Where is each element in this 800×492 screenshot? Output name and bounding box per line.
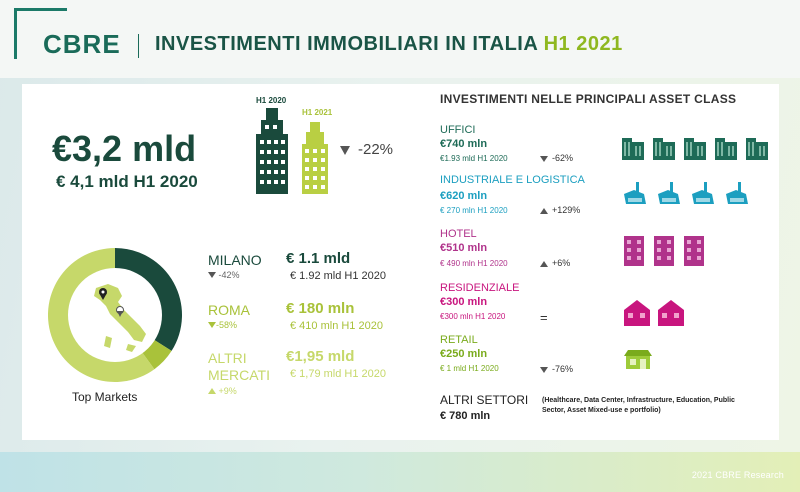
up-arrow-icon [208, 388, 216, 394]
asset-altri-name: ALTRI SETTORI [440, 393, 529, 407]
asset-residenziale-value: €300 mln [440, 296, 488, 308]
building-label-2021: H1 2021 [302, 108, 333, 117]
milano-pin-icon [99, 288, 107, 300]
asset-retail-change: -76% [540, 364, 573, 374]
city-roma-change: -58% [208, 320, 237, 330]
top-markets-donut [48, 248, 182, 382]
shop-icon [624, 350, 652, 369]
city-roma-previous: € 410 mln H1 2020 [290, 320, 383, 332]
down-arrow-icon [208, 322, 216, 328]
asset-uffici-previous: €1.93 mld H1 2020 [440, 154, 508, 163]
city-roma-change-value: -58% [216, 320, 238, 330]
city-milano-previous: € 1.92 mld H1 2020 [290, 270, 387, 282]
city-milano-change: -42% [208, 270, 240, 280]
city-altri-change-value: +9% [218, 386, 237, 396]
building-label-2020: H1 2020 [256, 96, 287, 105]
page-title-main: INVESTIMENTI IMMOBILIARI IN ITALIA [155, 33, 538, 55]
asset-uffici-value: €740 mln [440, 138, 488, 150]
asset-industriale-previous: € 270 mln H1 2020 [440, 206, 508, 215]
top-markets-caption: Top Markets [72, 390, 138, 404]
up-arrow-icon [540, 207, 548, 214]
asset-class-title: INVESTIMENTI NELLE PRINCIPALI ASSET CLAS… [440, 92, 737, 106]
asset-hotel-change-value: +6% [552, 258, 571, 268]
asset-residenziale-name: RESIDENZIALE [440, 282, 520, 294]
down-arrow-icon [208, 272, 216, 278]
asset-residenziale-previous: €300 mln H1 2020 [440, 312, 506, 321]
down-arrow-icon [340, 145, 350, 155]
page-title: INVESTIMENTI IMMOBILIARI IN ITALIA H1 20… [155, 33, 623, 56]
cbre-logo: CBRE [43, 29, 121, 59]
page-title-accent: H1 2021 [543, 33, 623, 55]
previous-investment: € 4,1 mld H1 2020 [56, 172, 198, 191]
asset-hotel-previous: € 490 mln H1 2020 [440, 259, 508, 268]
up-arrow-icon [540, 260, 548, 267]
header-divider [138, 34, 139, 58]
asset-hotel-name: HOTEL [440, 228, 477, 240]
city-altri-previous: € 1,79 mld H1 2020 [290, 368, 387, 380]
italy-map-icon [94, 284, 146, 352]
office-buildings-icon [622, 138, 768, 160]
footer-band [0, 452, 800, 492]
header: CBRE INVESTIMENTI IMMOBILIARI IN ITALIA … [0, 0, 800, 78]
down-arrow-icon [540, 155, 548, 162]
asset-uffici-name: UFFICI [440, 124, 476, 136]
city-milano-change-value: -42% [218, 270, 240, 280]
roma-pin-icon [116, 306, 124, 317]
tower-2021-icon [302, 122, 328, 194]
asset-retail-change-value: -76% [552, 364, 574, 374]
asset-retail-previous: € 1 mld H1 2020 [440, 364, 499, 373]
footer-credit: 2021 CBRE Research [691, 470, 784, 480]
warehouse-icons [624, 182, 748, 204]
asset-retail-value: €250 mln [440, 348, 488, 360]
house-icons [624, 300, 684, 326]
city-milano: MILANO [208, 252, 262, 268]
asset-industriale-value: €620 mln [440, 190, 488, 202]
total-change-value: -22% [358, 141, 394, 158]
asset-hotel-value: €510 mln [440, 242, 488, 254]
asset-altri-note: (Healthcare, Data Center, Infrastructure… [542, 397, 735, 414]
asset-industriale-name: INDUSTRIALE E LOGISTICA [440, 174, 585, 186]
city-roma: ROMA [208, 302, 250, 318]
asset-altri-value: € 780 mln [440, 410, 491, 422]
city-altri-line2: MERCATI [208, 367, 270, 383]
asset-uffici-change-value: -62% [552, 153, 574, 163]
asset-hotel-change: +6% [540, 258, 570, 268]
city-altri-line1: ALTRI [208, 350, 247, 366]
asset-uffici-change: -62% [540, 153, 573, 163]
hotel-buildings-icon [624, 236, 704, 266]
logo-bracket [14, 8, 67, 59]
city-altri-value: €1,95 mld [286, 348, 355, 365]
city-altri-change: +9% [208, 386, 237, 396]
asset-industriale-change-value: +129% [552, 205, 581, 215]
tower-2020-icon [256, 108, 288, 194]
city-milano-value: € 1.1 mld [286, 250, 351, 267]
down-arrow-icon [540, 366, 548, 373]
city-roma-value: € 180 mln [286, 300, 355, 317]
asset-industriale-change: +129% [540, 205, 580, 215]
total-investment: €3,2 mld [52, 128, 197, 169]
asset-retail-name: RETAIL [440, 334, 478, 346]
asset-residenziale-change: = [540, 310, 548, 325]
total-change: -22% [340, 141, 393, 158]
